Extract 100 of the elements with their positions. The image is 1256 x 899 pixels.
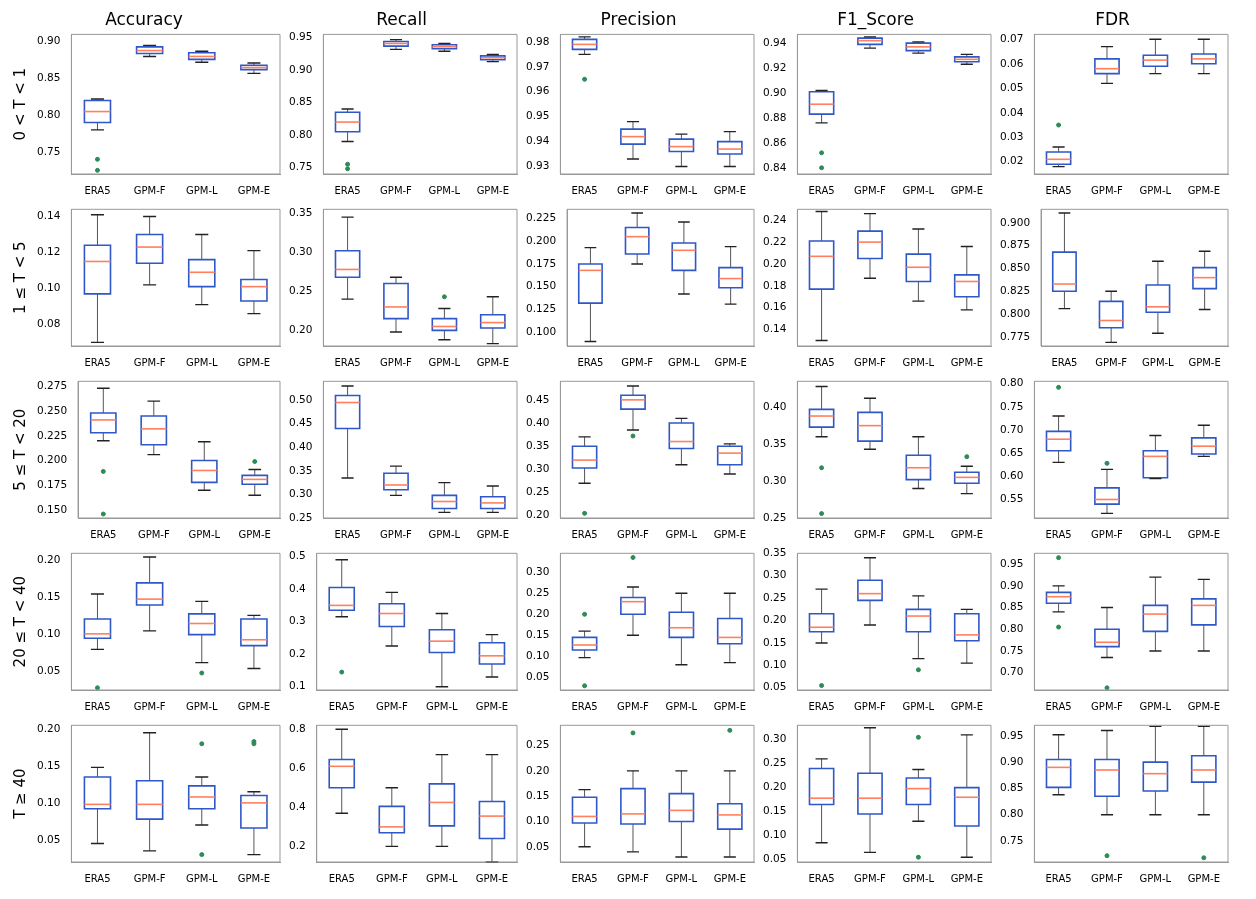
x-tick-label: GPM-L bbox=[188, 528, 221, 540]
y-tick-label: 0.850 bbox=[1000, 261, 1031, 274]
x-tick-label: ERA5 bbox=[84, 872, 111, 884]
x-tick-label: GPM-E bbox=[1187, 528, 1220, 540]
x-tick-label: GPM-E bbox=[476, 528, 509, 540]
y-tick-label: 0.825 bbox=[1000, 284, 1031, 297]
x-tick-label: GPM-L bbox=[428, 356, 461, 368]
x-tick-label: GPM-E bbox=[714, 356, 747, 368]
x-tick-label: GPM-E bbox=[1188, 356, 1221, 368]
y-tick-label: 0.2 bbox=[289, 646, 306, 659]
y-tick-label: 0.40 bbox=[288, 440, 313, 453]
x-tick-label: GPM-L bbox=[185, 872, 218, 884]
y-tick-label: 0.2 bbox=[289, 839, 306, 852]
y-tick-label: 0.75 bbox=[288, 160, 313, 173]
x-tick-label: ERA5 bbox=[808, 872, 835, 884]
y-tick-label: 0.10 bbox=[525, 649, 550, 662]
y-tick-label: 0.100 bbox=[526, 325, 557, 338]
chart-title: Recall bbox=[376, 8, 427, 29]
y-tick-label: 0.75 bbox=[999, 643, 1024, 656]
x-tick-label: GPM-E bbox=[950, 700, 983, 712]
y-tick-label: 0.20 bbox=[762, 780, 787, 793]
x-tick-label: ERA5 bbox=[84, 184, 111, 196]
y-tick-label: 0.24 bbox=[762, 212, 787, 225]
x-tick-label: GPM-L bbox=[668, 356, 701, 368]
y-tick-label: 0.25 bbox=[762, 590, 787, 603]
y-tick-label: 0.20 bbox=[762, 256, 787, 269]
y-tick-label: 0.75 bbox=[999, 399, 1024, 412]
y-tick-label: 0.96 bbox=[525, 84, 550, 97]
y-tick-label: 0.04 bbox=[999, 105, 1024, 118]
x-tick-label: GPM-E bbox=[237, 700, 271, 712]
y-tick-label: 0.25 bbox=[762, 756, 787, 769]
x-tick-label: GPM-F bbox=[854, 872, 887, 884]
y-tick-label: 0.90 bbox=[762, 85, 787, 98]
y-tick-label: 0.85 bbox=[999, 600, 1024, 613]
y-tick-label: 0.20 bbox=[525, 607, 550, 620]
y-tick-label: 0.35 bbox=[762, 436, 787, 449]
x-tick-label: GPM-F bbox=[617, 528, 650, 540]
y-tick-label: 0.93 bbox=[525, 159, 550, 172]
y-tick-label: 0.14 bbox=[36, 209, 61, 222]
y-tick-label: 0.18 bbox=[762, 278, 787, 291]
y-tick-label: 0.95 bbox=[999, 556, 1024, 569]
y-tick-label: 0.35 bbox=[288, 463, 313, 476]
y-tick-label: 0.10 bbox=[36, 627, 61, 640]
x-tick-label: GPM-L bbox=[185, 184, 218, 196]
x-tick-label: GPM-F bbox=[1091, 184, 1124, 196]
x-tick-label: ERA5 bbox=[84, 356, 111, 368]
y-tick-label: 0.200 bbox=[526, 233, 557, 246]
y-tick-label: 0.22 bbox=[762, 234, 787, 247]
y-tick-label: 0.225 bbox=[37, 428, 68, 441]
x-tick-label: GPM-L bbox=[1139, 184, 1172, 196]
x-tick-label: GPM-F bbox=[133, 700, 166, 712]
y-tick-label: 0.90 bbox=[288, 62, 313, 75]
x-tick-label: GPM-E bbox=[713, 528, 746, 540]
x-tick-label: ERA5 bbox=[328, 872, 355, 884]
y-tick-label: 0.80 bbox=[999, 621, 1024, 634]
x-tick-label: ERA5 bbox=[328, 700, 355, 712]
y-tick-label: 0.4 bbox=[289, 800, 307, 813]
y-tick-label: 0.20 bbox=[525, 508, 550, 521]
x-tick-label: ERA5 bbox=[571, 872, 598, 884]
y-tick-label: 0.02 bbox=[999, 154, 1024, 167]
y-tick-label: 0.3 bbox=[289, 614, 306, 627]
x-tick-label: GPM-F bbox=[375, 700, 408, 712]
x-tick-label: GPM-L bbox=[185, 700, 218, 712]
y-tick-label: 0.05 bbox=[762, 852, 787, 865]
x-tick-label: GPM-L bbox=[185, 356, 218, 368]
x-tick-label: GPM-F bbox=[854, 700, 887, 712]
y-tick-label: 0.175 bbox=[526, 256, 557, 269]
y-tick-label: 0.30 bbox=[762, 732, 787, 745]
y-tick-label: 0.40 bbox=[762, 399, 787, 412]
x-tick-label: ERA5 bbox=[1045, 700, 1072, 712]
x-tick-label: GPM-L bbox=[1139, 528, 1172, 540]
y-axis-title: 1 ≤ T < 5 bbox=[10, 241, 29, 314]
y-tick-label: 0.30 bbox=[525, 564, 550, 577]
y-tick-label: 0.35 bbox=[288, 205, 313, 218]
y-tick-label: 0.175 bbox=[37, 478, 68, 491]
y-axis-title: 20 ≤ T < 40 bbox=[10, 575, 29, 668]
y-tick-label: 0.05 bbox=[36, 664, 61, 677]
x-tick-label: GPM-L bbox=[426, 872, 459, 884]
y-tick-label: 0.75 bbox=[999, 833, 1024, 846]
y-tick-label: 0.30 bbox=[288, 245, 313, 257]
y-tick-label: 0.90 bbox=[36, 34, 61, 47]
x-tick-label: GPM-E bbox=[475, 700, 509, 712]
y-tick-label: 0.97 bbox=[525, 59, 550, 72]
chart-title: F1_Score bbox=[837, 8, 914, 30]
y-tick-label: 0.05 bbox=[999, 81, 1024, 94]
x-tick-label: GPM-L bbox=[902, 184, 935, 196]
x-tick-label: ERA5 bbox=[1045, 184, 1072, 196]
x-tick-label: GPM-F bbox=[617, 700, 650, 712]
x-tick-label: GPM-L bbox=[665, 184, 698, 196]
y-tick-label: 0.30 bbox=[525, 462, 550, 475]
x-tick-label: ERA5 bbox=[334, 356, 361, 368]
y-tick-label: 0.05 bbox=[525, 670, 550, 683]
x-tick-label: ERA5 bbox=[90, 528, 117, 540]
y-tick-label: 0.12 bbox=[36, 245, 61, 258]
x-tick-label: GPM-E bbox=[1187, 700, 1220, 712]
y-tick-label: 0.07 bbox=[999, 32, 1024, 45]
x-tick-label: ERA5 bbox=[334, 528, 361, 540]
x-tick-label: ERA5 bbox=[571, 528, 598, 540]
x-tick-label: GPM-L bbox=[1139, 700, 1172, 712]
y-tick-label: 0.98 bbox=[525, 34, 550, 47]
